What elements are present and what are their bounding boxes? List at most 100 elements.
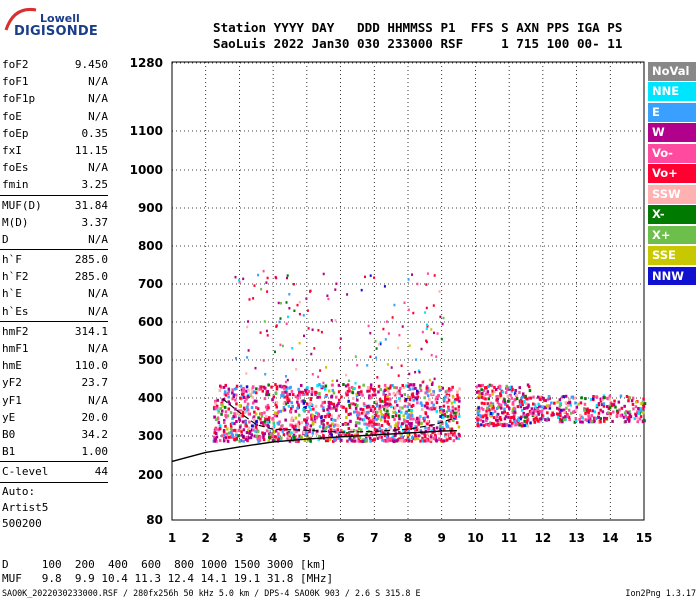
echo-point: [638, 417, 642, 421]
echo-point: [357, 427, 361, 431]
echo-point: [373, 276, 376, 279]
echo-point: [399, 424, 403, 428]
echo-point: [298, 341, 301, 345]
param-label: yF2: [2, 376, 22, 390]
echo-point: [396, 438, 400, 442]
echo-point: [433, 331, 435, 335]
echo-point: [639, 415, 643, 419]
echo-point: [608, 394, 612, 398]
header-values: SaoLuis 2022 Jan30 030 233000 RSF 1 715 …: [213, 36, 623, 51]
echo-point: [317, 414, 321, 418]
echo-point: [438, 290, 441, 293]
divider: [0, 320, 108, 322]
echo-point: [439, 427, 442, 431]
echo-point: [286, 395, 289, 399]
echo-point: [411, 436, 414, 439]
echo-point: [328, 437, 332, 441]
echo-point: [376, 416, 380, 420]
echo-point: [430, 429, 433, 433]
echo-point: [226, 392, 230, 395]
echo-point: [400, 394, 403, 398]
echo-point: [263, 432, 266, 436]
echo-point: [366, 410, 369, 414]
echo-point: [398, 399, 402, 403]
echo-point: [367, 386, 370, 389]
echo-point: [522, 400, 526, 404]
echo-point: [339, 346, 341, 350]
echo-point: [359, 407, 362, 411]
echo-point: [296, 400, 299, 404]
echo-point: [388, 400, 391, 404]
echo-point: [539, 405, 542, 409]
echo-point: [534, 416, 537, 420]
echo-point: [425, 386, 429, 390]
echo-point: [262, 438, 266, 442]
echo-point: [292, 283, 295, 286]
echo-point: [414, 370, 417, 374]
echo-point: [344, 391, 348, 395]
echo-point: [599, 420, 602, 424]
echo-point: [590, 414, 593, 418]
echo-point: [398, 333, 401, 337]
echo-point: [416, 389, 419, 393]
echo-point: [304, 388, 307, 392]
echo-point: [414, 424, 417, 428]
echo-point: [454, 416, 458, 420]
echo-point: [375, 347, 378, 350]
echo-point: [258, 387, 261, 391]
echo-point: [595, 404, 599, 407]
echo-point: [537, 395, 540, 399]
echo-point: [233, 438, 236, 442]
echo-point: [536, 408, 539, 411]
echo-point: [263, 423, 267, 427]
echo-point: [380, 424, 384, 427]
echo-point: [532, 411, 535, 415]
echo-point: [453, 431, 456, 435]
echo-point: [532, 402, 535, 406]
echo-point: [394, 399, 398, 403]
echo-point: [525, 402, 528, 406]
echo-point: [393, 303, 396, 307]
echo-point: [306, 392, 309, 396]
echo-point: [385, 320, 388, 323]
echo-point: [510, 415, 513, 419]
echo-point: [253, 417, 256, 421]
echo-point: [249, 430, 252, 433]
echo-point: [444, 395, 447, 399]
echo-point: [599, 397, 602, 401]
echo-point: [383, 419, 387, 423]
param-row: foE N/A: [0, 108, 112, 125]
echo-point: [327, 429, 331, 433]
echo-point: [367, 434, 371, 438]
echo-point: [478, 413, 482, 417]
echo-point: [282, 386, 286, 390]
echo-point: [303, 392, 306, 396]
echo-point: [283, 384, 286, 388]
echo-point: [360, 390, 363, 394]
echo-point: [352, 428, 356, 432]
echo-point: [422, 380, 425, 384]
echo-point: [475, 416, 479, 420]
echo-point: [376, 436, 380, 440]
echo-point: [330, 406, 333, 410]
echo-point: [403, 419, 407, 423]
echo-point: [373, 422, 376, 426]
echo-point: [611, 419, 614, 423]
echo-point: [642, 418, 646, 422]
echo-point: [407, 413, 411, 417]
echo-point: [260, 385, 263, 389]
echo-point: [410, 404, 413, 408]
echo-point: [309, 289, 312, 293]
echo-point: [503, 398, 506, 402]
echo-point: [266, 403, 270, 407]
echo-point: [306, 422, 309, 426]
params-group-4: hmF2 314.1 hmF1 N/A hmE 110.0 yF2 23.7 yF1 N/…: [0, 323, 112, 461]
echo-point: [424, 434, 427, 438]
echo-point: [501, 390, 505, 394]
echo-point: [337, 390, 341, 394]
echo-point: [222, 385, 226, 389]
echo-point: [419, 386, 422, 390]
echo-point: [597, 420, 601, 424]
echo-point: [520, 424, 524, 428]
echo-point: [568, 401, 571, 405]
